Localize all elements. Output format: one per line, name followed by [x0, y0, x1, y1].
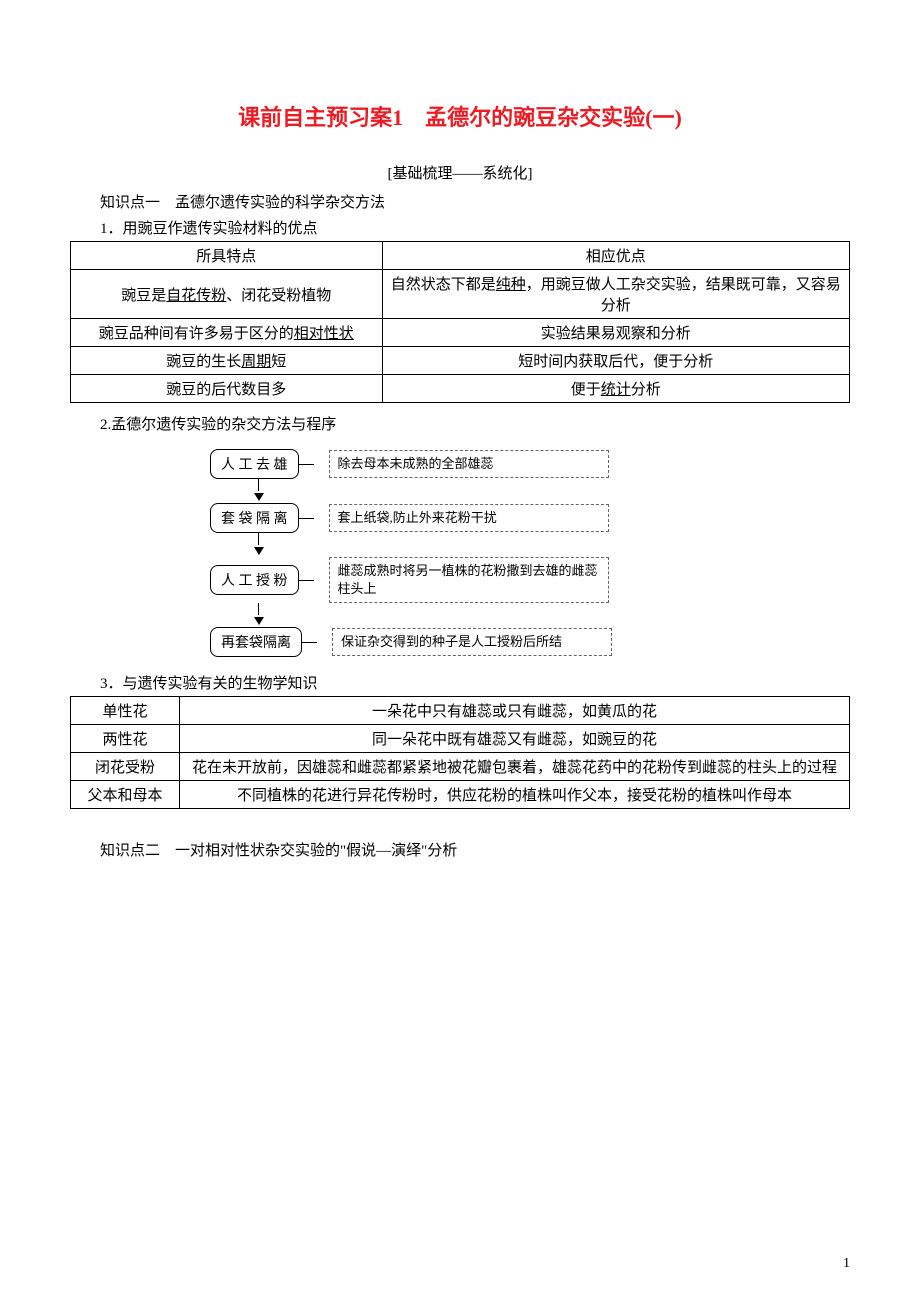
arrow-down-icon — [254, 493, 264, 501]
table-cell-desc: 不同植株的花进行异花传粉时，供应花粉的植株叫作父本，接受花粉的植株叫作母本 — [180, 781, 850, 809]
diagram-desc: 套上纸袋,防止外来花粉干扰 — [329, 504, 609, 532]
text-part: 便于 — [571, 382, 601, 398]
table-cell-label: 父本和母本 — [71, 781, 180, 809]
table-cell: 豌豆是自花传粉、闭花受粉植物 — [71, 270, 383, 319]
knowledge-point-2: 知识点二 一对相对性状杂交实验的"假说—演绎"分析 — [70, 839, 850, 860]
connector — [299, 580, 314, 581]
arrow-line — [258, 479, 259, 491]
diagram-box: 套 袋 隔 离 — [210, 503, 299, 533]
table-row: 两性花 同一朵花中既有雄蕊又有雌蕊，如豌豆的花 — [71, 725, 850, 753]
connector — [299, 464, 314, 465]
text-underline: 相对性状 — [294, 326, 354, 342]
text-part: 分析 — [631, 382, 661, 398]
item-2-title: 2.孟德尔遗传实验的杂交方法与程序 — [70, 413, 850, 434]
connector — [299, 518, 314, 519]
table-2: 单性花 一朵花中只有雄蕊或只有雌蕊，如黄瓜的花 两性花 同一朵花中既有雄蕊又有雌… — [70, 696, 850, 809]
table-row: 豌豆的后代数目多 便于统计分析 — [71, 375, 850, 403]
diagram-desc: 保证杂交得到的种子是人工授粉后所结 — [332, 628, 612, 656]
table-cell: 实验结果易观察和分析 — [382, 319, 849, 347]
diagram-box: 人 工 授 粉 — [210, 565, 299, 595]
diagram-step-1: 人 工 去 雄 除去母本未成熟的全部雄蕊 — [210, 449, 609, 479]
arrow-down-icon — [254, 547, 264, 555]
text-part: 短时间内获取后代，便于分析 — [518, 354, 713, 370]
text-part: 自然状态下都是 — [391, 277, 496, 293]
text-underline: 统计 — [601, 382, 631, 398]
page-number: 1 — [843, 1256, 850, 1272]
table-row: 父本和母本 不同植株的花进行异花传粉时，供应花粉的植株叫作父本，接受花粉的植株叫… — [71, 781, 850, 809]
diagram-box: 人 工 去 雄 — [210, 449, 299, 479]
table-1: 所具特点 相应优点 豌豆是自花传粉、闭花受粉植物 自然状态下都是纯种，用豌豆做人… — [70, 241, 850, 403]
table-header-right: 相应优点 — [382, 242, 849, 270]
table-cell-label: 两性花 — [71, 725, 180, 753]
table-cell: 便于统计分析 — [382, 375, 849, 403]
table-cell: 豌豆的后代数目多 — [71, 375, 383, 403]
table-cell: 短时间内获取后代，便于分析 — [382, 347, 849, 375]
table-cell: 自然状态下都是纯种，用豌豆做人工杂交实验，结果既可靠，又容易分析 — [382, 270, 849, 319]
table-cell-desc: 一朵花中只有雄蕊或只有雌蕊，如黄瓜的花 — [180, 697, 850, 725]
diagram-step-3: 人 工 授 粉 雌蕊成熟时将另一植株的花粉撒到去雄的雌蕊柱头上 — [210, 557, 609, 603]
text-part: 、闭花受粉植物 — [226, 288, 331, 304]
table-cell-label: 单性花 — [71, 697, 180, 725]
text-part: 豌豆的后代数目多 — [166, 382, 286, 398]
table-cell-desc: 花在未开放前，因雄蕊和雌蕊都紧紧地被花瓣包裹着，雄蕊花药中的花粉传到雌蕊的柱头上… — [180, 753, 850, 781]
item-3-title: 3．与遗传实验有关的生物学知识 — [70, 672, 850, 693]
table-header-row: 所具特点 相应优点 — [71, 242, 850, 270]
arrow-down-icon — [254, 617, 264, 625]
text-part: ，用豌豆做人工杂交实验，结果既可靠，又容易分析 — [526, 277, 841, 314]
text-underline: 自花传粉 — [166, 288, 226, 304]
table-row: 闭花受粉 花在未开放前，因雄蕊和雌蕊都紧紧地被花瓣包裹着，雄蕊花药中的花粉传到雌… — [71, 753, 850, 781]
flowchart-diagram: 人 工 去 雄 除去母本未成熟的全部雄蕊 套 袋 隔 离 套上纸袋,防止外来花粉… — [210, 449, 710, 657]
arrow-line — [258, 603, 259, 615]
diagram-desc: 雌蕊成熟时将另一植株的花粉撒到去雄的雌蕊柱头上 — [329, 557, 609, 603]
table-header-left: 所具特点 — [71, 242, 383, 270]
table-row: 豌豆的生长周期短 短时间内获取后代，便于分析 — [71, 347, 850, 375]
connector — [302, 642, 317, 643]
table-row: 单性花 一朵花中只有雄蕊或只有雌蕊，如黄瓜的花 — [71, 697, 850, 725]
diagram-step-2: 套 袋 隔 离 套上纸袋,防止外来花粉干扰 — [210, 503, 609, 533]
item-1-title: 1．用豌豆作遗传实验材料的优点 — [70, 217, 850, 238]
table-cell: 豌豆品种间有许多易于区分的相对性状 — [71, 319, 383, 347]
arrow-line — [258, 533, 259, 545]
table-cell-label: 闭花受粉 — [71, 753, 180, 781]
text-part: 豌豆的生长 — [166, 354, 241, 370]
text-part: 实验结果易观察和分析 — [541, 326, 691, 342]
table-row: 豌豆品种间有许多易于区分的相对性状 实验结果易观察和分析 — [71, 319, 850, 347]
diagram-box: 再套袋隔离 — [210, 627, 302, 657]
text-underline: 周期 — [241, 354, 271, 370]
diagram-desc: 除去母本未成熟的全部雄蕊 — [329, 450, 609, 478]
section-header: [基础梳理——系统化] — [70, 162, 850, 183]
page-title: 课前自主预习案1 孟德尔的豌豆杂交实验(一) — [70, 100, 850, 132]
table-cell-desc: 同一朵花中既有雄蕊又有雌蕊，如豌豆的花 — [180, 725, 850, 753]
text-part: 豌豆品种间有许多易于区分的 — [99, 326, 294, 342]
text-part: 短 — [271, 354, 286, 370]
text-underline: 纯种 — [496, 277, 526, 293]
text-part: 豌豆是 — [121, 288, 166, 304]
diagram-step-4: 再套袋隔离 保证杂交得到的种子是人工授粉后所结 — [210, 627, 612, 657]
knowledge-point-1: 知识点一 孟德尔遗传实验的科学杂交方法 — [70, 191, 850, 212]
table-cell: 豌豆的生长周期短 — [71, 347, 383, 375]
table-row: 豌豆是自花传粉、闭花受粉植物 自然状态下都是纯种，用豌豆做人工杂交实验，结果既可… — [71, 270, 850, 319]
